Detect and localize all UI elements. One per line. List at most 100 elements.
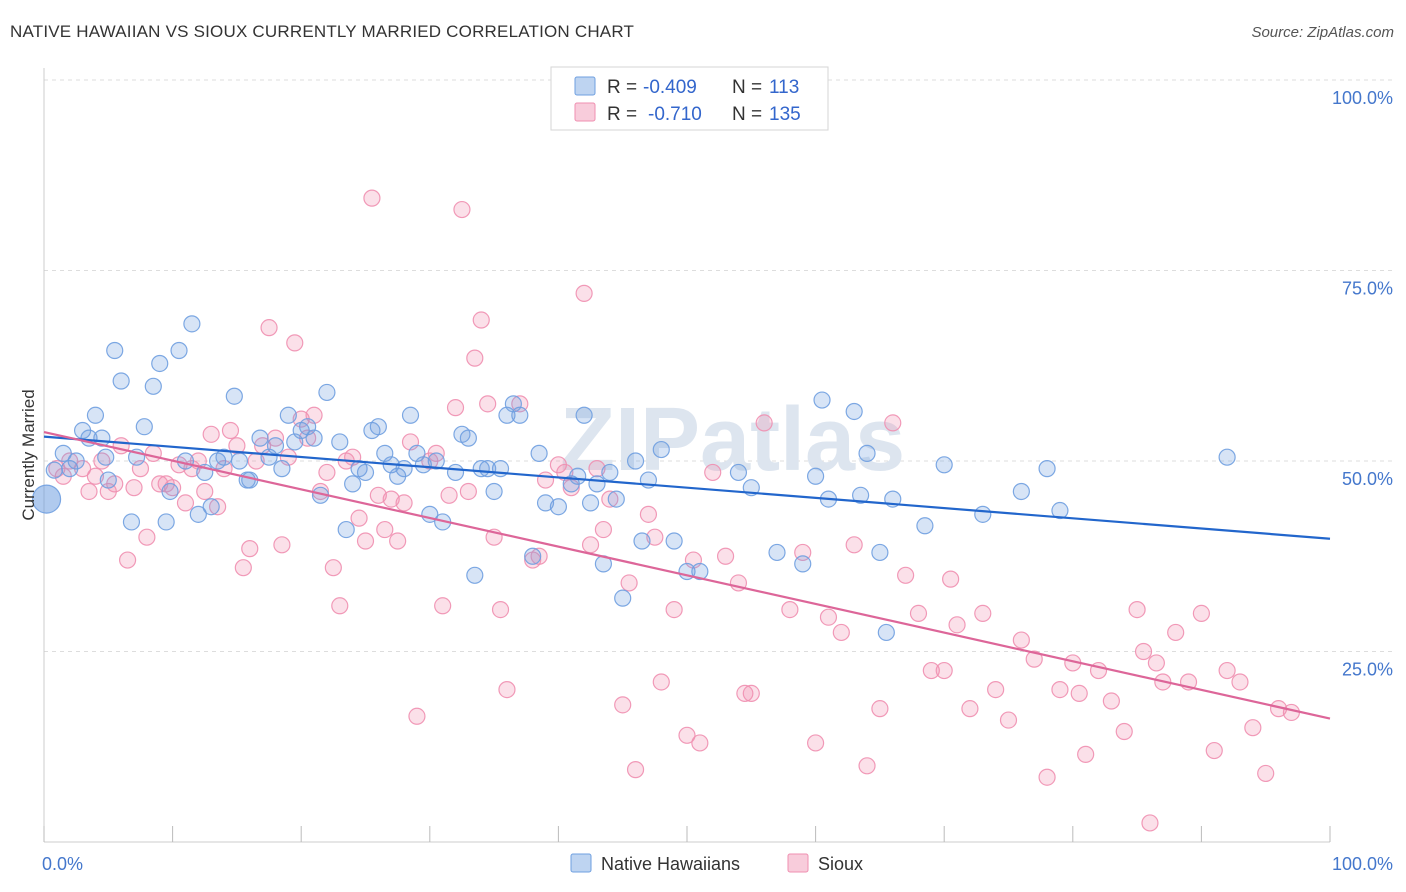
- point-1-134: [1205, 741, 1223, 760]
- point-1-92: [716, 547, 735, 565]
- point-1-23: [202, 425, 220, 443]
- point-0-90: [691, 562, 709, 581]
- point-0-43: [331, 433, 349, 451]
- point-1-117: [1025, 650, 1043, 668]
- point-1-99: [806, 734, 825, 752]
- point-1-68: [498, 680, 516, 699]
- point-0-108: [1038, 460, 1056, 478]
- point-0-106: [974, 505, 992, 523]
- point-0-53: [395, 460, 413, 478]
- source-label: Source: ZipAtlas.com: [1251, 24, 1394, 41]
- point-0-11: [106, 341, 124, 360]
- legend-n-label-0: N =: [732, 77, 762, 98]
- point-0-79: [588, 475, 606, 493]
- point-1-119: [1051, 680, 1069, 699]
- legend-series-native-hawaiians: Native Hawaiians: [601, 854, 740, 874]
- point-1-108: [922, 661, 940, 680]
- point-1-126: [1128, 600, 1146, 619]
- y-tick-label-3: 25.0%: [1342, 660, 1393, 680]
- point-1-63: [466, 349, 484, 367]
- point-0-34: [266, 437, 285, 455]
- point-1-59: [440, 486, 458, 504]
- point-0-99: [852, 486, 870, 504]
- point-1-129: [1147, 654, 1165, 672]
- point-0-71: [524, 547, 542, 565]
- point-1-78: [588, 460, 606, 478]
- y-axis-label: Currently Married: [19, 389, 38, 520]
- point-1-106: [897, 566, 915, 584]
- y-tick-label-2: 50.0%: [1342, 469, 1393, 489]
- point-1-34: [273, 536, 291, 554]
- point-0-13: [122, 513, 141, 531]
- point-1-46: [350, 509, 368, 527]
- legend-n-label-1: N =: [732, 104, 762, 125]
- point-1-32: [260, 319, 278, 337]
- point-1-84: [639, 505, 658, 523]
- point-1-95: [742, 684, 760, 703]
- point-0-100: [858, 444, 876, 462]
- point-1-58: [434, 597, 452, 615]
- y-tick-label-0: 100.0%: [1332, 88, 1393, 108]
- point-1-24: [209, 498, 227, 516]
- point-1-47: [356, 532, 375, 550]
- x-tick-labels: 0.0% 100.0%: [42, 854, 1393, 874]
- legend-series-swatch-native-hawaiians: [570, 853, 592, 873]
- point-0-58: [427, 452, 445, 470]
- point-1-19: [176, 494, 195, 512]
- point-1-36: [286, 334, 304, 352]
- point-0-2: [54, 444, 72, 462]
- point-0-28: [225, 387, 243, 405]
- point-1-97: [781, 600, 799, 619]
- point-0-78: [581, 494, 600, 512]
- legend-series-sioux: Sioux: [818, 854, 863, 874]
- point-1-71: [530, 547, 548, 565]
- axes: [43, 68, 1331, 843]
- point-0-70: [511, 406, 529, 424]
- point-0-91: [729, 463, 748, 482]
- point-0-25: [202, 498, 220, 516]
- point-1-102: [845, 536, 863, 554]
- point-0-87: [652, 440, 670, 459]
- point-0-29: [230, 452, 249, 470]
- legend-n-value-0: 113: [769, 77, 799, 98]
- point-0-12: [112, 372, 130, 390]
- point-0-81: [601, 463, 619, 482]
- point-1-124: [1102, 692, 1120, 710]
- point-0-104: [916, 517, 934, 535]
- y-tick-label-1: 75.0%: [1342, 279, 1393, 299]
- point-0-9: [97, 448, 115, 466]
- point-0-49: [369, 418, 387, 436]
- point-1-11: [125, 479, 143, 497]
- point-1-107: [909, 604, 928, 623]
- point-1-88: [678, 726, 696, 744]
- point-0-73: [536, 494, 555, 512]
- legend-r-value-1: -0.710: [648, 104, 702, 125]
- point-1-43: [331, 597, 349, 615]
- point-0-72: [530, 444, 548, 462]
- point-1-76: [575, 284, 593, 302]
- point-1-122: [1077, 745, 1095, 763]
- point-1-116: [1012, 631, 1030, 649]
- point-0-66: [485, 482, 503, 501]
- point-0-0: [31, 484, 62, 514]
- trend-line-0: [43, 435, 1331, 540]
- point-1-131: [1167, 623, 1185, 642]
- trend-lines: [43, 430, 1331, 720]
- point-1-133: [1192, 604, 1211, 623]
- point-0-88: [665, 532, 683, 550]
- point-1-22: [196, 482, 214, 501]
- point-1-128: [1141, 814, 1159, 832]
- legend-r-value-0: -0.409: [643, 77, 697, 98]
- legend-r-label-0: R =: [607, 77, 637, 98]
- point-1-61: [453, 200, 471, 219]
- point-0-7: [86, 406, 105, 424]
- point-0-47: [356, 463, 375, 482]
- point-0-101: [871, 543, 889, 562]
- point-1-104: [871, 700, 889, 718]
- point-1-42: [324, 559, 342, 577]
- point-1-112: [961, 700, 979, 718]
- point-0-62: [459, 429, 477, 447]
- point-0-105: [935, 456, 953, 474]
- point-1-96: [755, 414, 773, 432]
